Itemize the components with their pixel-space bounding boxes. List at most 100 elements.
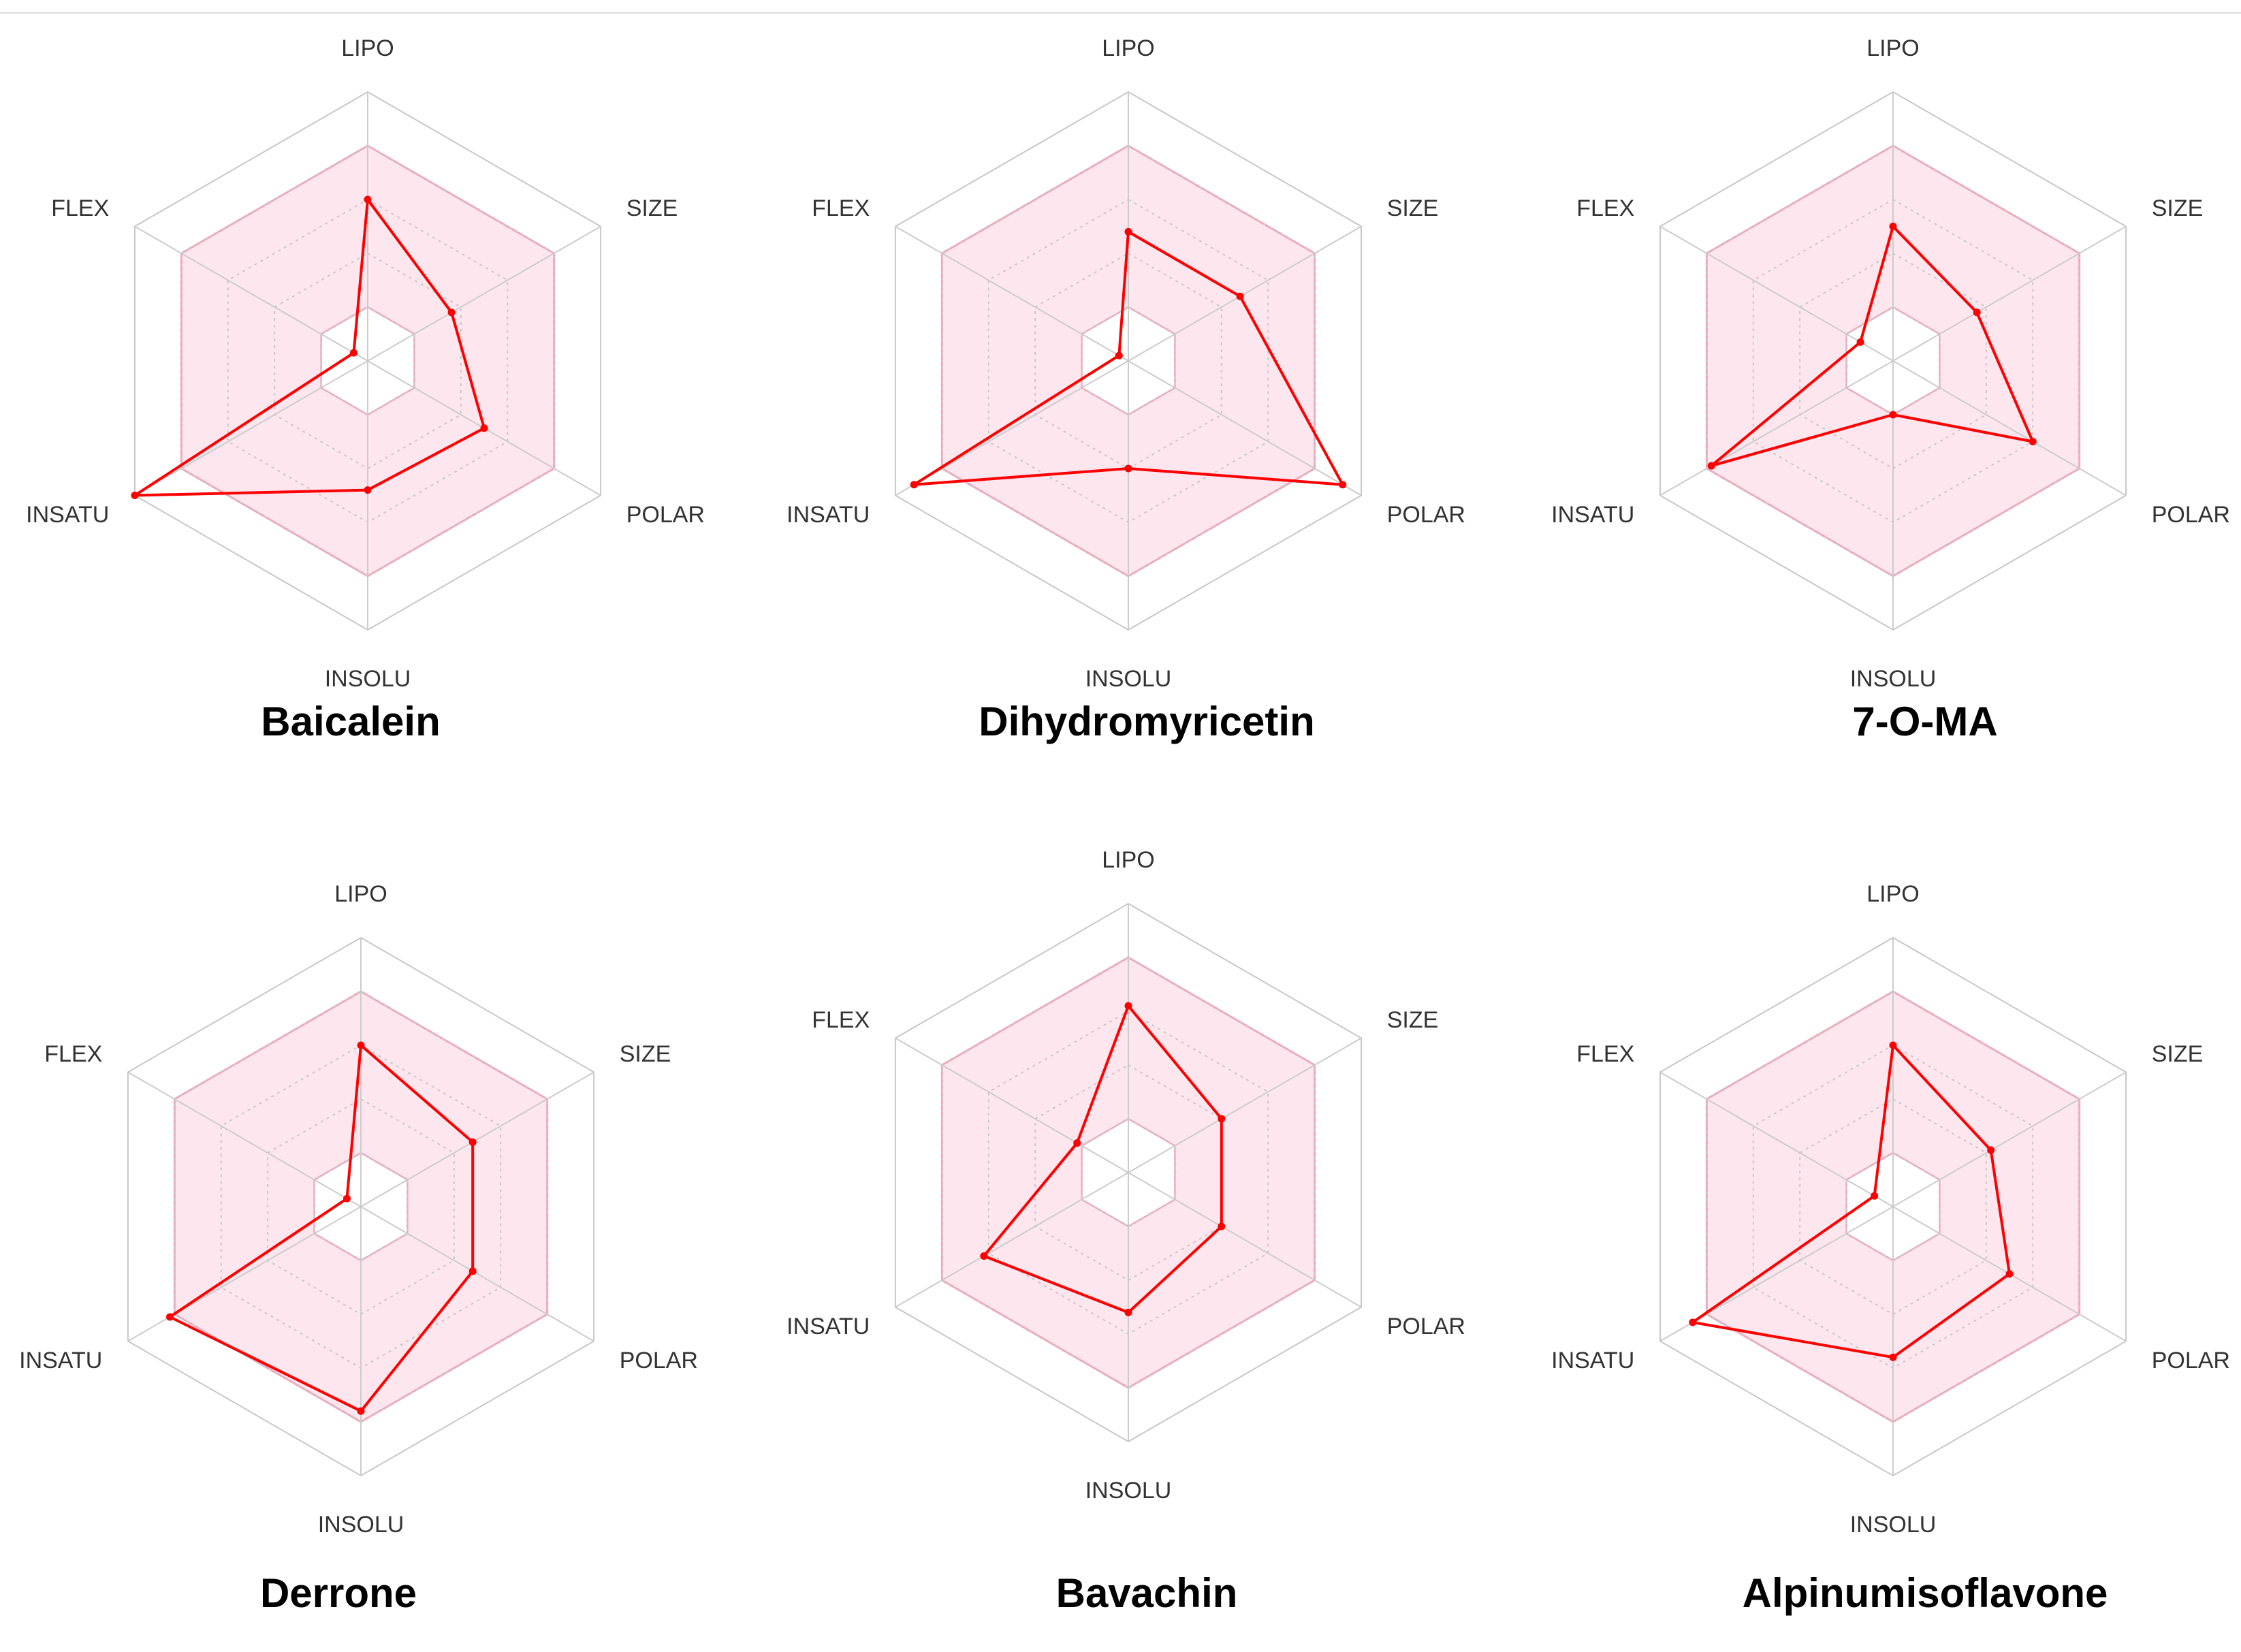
radar-chart: LIPO SIZE POLAR INSOLU INSATU FLEX Dihydromyri… (786, 35, 1465, 744)
axis-spoke (1659, 1071, 1894, 1207)
data-point-polar (1218, 1222, 1226, 1230)
radar-chart: LIPO SIZE POLAR INSOLU INSATU FLEX Bavachin (786, 847, 1465, 1616)
axis-spoke (134, 225, 368, 362)
axis-spoke (1659, 225, 1894, 362)
data-point-insolu (357, 1407, 365, 1415)
data-point-size (1236, 292, 1244, 300)
chart-title: Derrone (260, 1570, 417, 1616)
data-point-size (1218, 1115, 1226, 1123)
axis-spoke (1659, 360, 1894, 496)
data-point-lipo (364, 195, 372, 204)
chart-title: Bavachin (1056, 1570, 1238, 1616)
axis-spoke (1128, 225, 1362, 362)
data-point-polar (468, 1267, 477, 1275)
axis-label-flex: FLEX (51, 195, 109, 221)
data-point-lipo (1889, 1041, 1897, 1049)
axis-label-lipo: LIPO (334, 881, 387, 907)
axis-spoke (895, 225, 1129, 362)
axis-label-polar: POLAR (2152, 1348, 2230, 1373)
data-point-flex (1871, 1192, 1879, 1200)
axis-label-lipo: LIPO (1102, 847, 1154, 873)
radar-chart: LIPO SIZE POLAR INSOLU INSATU FLEX Alpinumisof… (1551, 881, 2230, 1616)
axis-label-size: SIZE (1387, 195, 1439, 221)
data-point-polar (2005, 1270, 2014, 1278)
axis-label-insatu: INSATU (19, 1348, 102, 1373)
chart-title: Baicalein (261, 699, 440, 744)
data-point-insolu (1124, 464, 1132, 473)
axis-spoke (1892, 225, 2127, 362)
data-point-insatu (1707, 462, 1715, 470)
radar-chart: LIPO SIZE POLAR INSOLU INSATU FLEX 7-O-MA (1551, 35, 2230, 744)
axis-label-size: SIZE (626, 195, 678, 221)
axis-label-insolu: INSOLU (325, 666, 411, 692)
data-point-lipo (1124, 227, 1132, 236)
axis-label-insolu: INSOLU (1850, 1512, 1937, 1538)
data-point-polar (1339, 481, 1347, 489)
axis-spoke (360, 1071, 594, 1207)
data-point-size (468, 1138, 477, 1146)
data-point-polar (2029, 438, 2037, 445)
data-point-lipo (357, 1041, 365, 1049)
chart-title: 7-O-MA (1852, 699, 1997, 744)
axis-label-polar: POLAR (2152, 502, 2230, 528)
data-point-flex (1073, 1139, 1081, 1147)
axis-spoke (895, 1037, 1129, 1173)
axis-label-size: SIZE (2152, 195, 2204, 221)
axis-label-insolu: INSOLU (1085, 1478, 1172, 1504)
data-point-polar (480, 424, 488, 432)
axis-label-insatu: INSATU (1551, 502, 1634, 528)
data-point-size (447, 308, 456, 317)
chart-title: Alpinumisoflavone (1743, 1570, 2108, 1616)
axis-label-flex: FLEX (44, 1041, 102, 1067)
axis-spoke (360, 1206, 594, 1342)
axis-label-polar: POLAR (626, 502, 705, 528)
data-point-flex (1856, 338, 1864, 346)
axis-label-insolu: INSOLU (1850, 666, 1937, 692)
axis-label-size: SIZE (620, 1041, 671, 1067)
top-divider (0, 12, 2241, 14)
data-point-size (1973, 308, 1981, 317)
axis-label-insolu: INSOLU (1085, 666, 1172, 692)
axis-spoke (367, 225, 601, 362)
axis-label-lipo: LIPO (341, 35, 394, 61)
axis-label-lipo: LIPO (1866, 35, 1919, 61)
axis-label-insolu: INSOLU (318, 1512, 404, 1538)
data-point-insolu (1889, 1353, 1897, 1361)
data-point-insolu (1889, 411, 1897, 419)
axis-spoke (1128, 1172, 1362, 1308)
data-point-insatu (165, 1313, 174, 1321)
axis-label-lipo: LIPO (1866, 881, 1919, 907)
axis-spoke (1892, 360, 2127, 496)
axis-label-size: SIZE (1387, 1007, 1439, 1033)
data-point-insatu (910, 481, 918, 489)
data-point-flex (349, 349, 357, 357)
axis-label-size: SIZE (2152, 1041, 2204, 1067)
axis-spoke (134, 360, 368, 496)
data-point-insolu (364, 486, 372, 494)
data-point-flex (343, 1194, 351, 1203)
axis-spoke (895, 1172, 1129, 1308)
axis-label-flex: FLEX (812, 1007, 870, 1033)
radar-chart: LIPO SIZE POLAR INSOLU INSATU FLEX Derrone (19, 881, 698, 1616)
axis-spoke (1128, 1037, 1362, 1173)
axis-spoke (1128, 360, 1362, 496)
axis-label-polar: POLAR (1387, 1314, 1465, 1339)
radar-chart: LIPO SIZE POLAR INSOLU INSATU FLEX Baicalein (26, 35, 705, 744)
axis-label-flex: FLEX (1576, 1041, 1634, 1067)
axis-label-flex: FLEX (1576, 195, 1634, 221)
axis-spoke (127, 1071, 362, 1207)
axis-label-insatu: INSATU (786, 1314, 870, 1339)
axis-label-lipo: LIPO (1102, 35, 1154, 61)
data-point-insatu (980, 1252, 988, 1260)
data-point-insolu (1124, 1308, 1132, 1316)
chart-title: Dihydromyricetin (979, 699, 1314, 744)
axis-label-insatu: INSATU (786, 502, 870, 528)
axis-label-insatu: INSATU (1551, 1348, 1634, 1373)
data-point-lipo (1124, 1002, 1132, 1010)
data-point-insatu (1689, 1318, 1697, 1327)
axis-spoke (1892, 1071, 2127, 1207)
axis-label-polar: POLAR (1387, 502, 1465, 528)
data-point-flex (1115, 351, 1123, 360)
data-point-lipo (1889, 223, 1897, 230)
